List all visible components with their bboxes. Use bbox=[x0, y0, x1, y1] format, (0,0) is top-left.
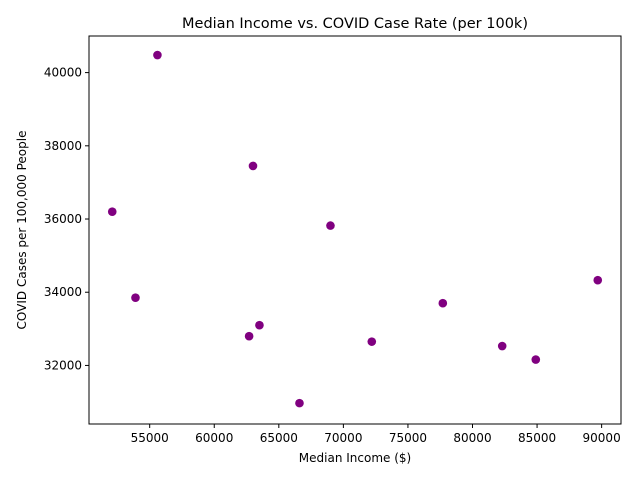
x-tick-label: 80000 bbox=[453, 431, 491, 445]
data-point-1 bbox=[153, 50, 162, 60]
data-point-12 bbox=[531, 355, 541, 364]
x-axis-label: Median Income ($) bbox=[299, 451, 411, 465]
y-tick-label: 34000 bbox=[44, 285, 82, 299]
data-point-2 bbox=[248, 161, 258, 171]
data-point-13 bbox=[295, 398, 304, 408]
data-point-10 bbox=[367, 337, 377, 346]
data-point-6 bbox=[131, 293, 140, 303]
y-axis-ticks: 32000 34000 36000 38000 40000 bbox=[44, 66, 89, 372]
x-tick-label: 85000 bbox=[518, 431, 556, 445]
data-point-11 bbox=[497, 341, 507, 351]
y-tick-label: 32000 bbox=[44, 358, 82, 372]
data-point-3 bbox=[107, 207, 117, 216]
plot-area bbox=[88, 35, 622, 425]
y-tick-label: 36000 bbox=[44, 212, 82, 226]
data-point-9 bbox=[244, 331, 254, 341]
y-tick-label: 40000 bbox=[44, 66, 82, 80]
x-tick-label: 55000 bbox=[131, 431, 169, 445]
data-point-8 bbox=[255, 320, 264, 330]
x-axis-ticks: 55000 60000 65000 70000 75000 80000 85000 90000 bbox=[131, 424, 621, 445]
y-tick-label: 38000 bbox=[44, 139, 82, 153]
y-axis-label: COVID Cases per 100,000 People bbox=[15, 131, 29, 330]
data-point-4 bbox=[326, 221, 335, 230]
x-tick-label: 65000 bbox=[260, 431, 298, 445]
x-tick-label: 70000 bbox=[324, 431, 362, 445]
x-tick-label: 60000 bbox=[195, 431, 233, 445]
data-points bbox=[107, 50, 603, 408]
x-tick-label: 90000 bbox=[583, 431, 621, 445]
data-point-7 bbox=[438, 298, 448, 308]
chart-title: Median Income vs. COVID Case Rate (per 1… bbox=[182, 16, 528, 32]
x-tick-label: 75000 bbox=[389, 431, 427, 445]
plot-frame bbox=[88, 35, 622, 425]
data-point-5 bbox=[593, 275, 603, 285]
